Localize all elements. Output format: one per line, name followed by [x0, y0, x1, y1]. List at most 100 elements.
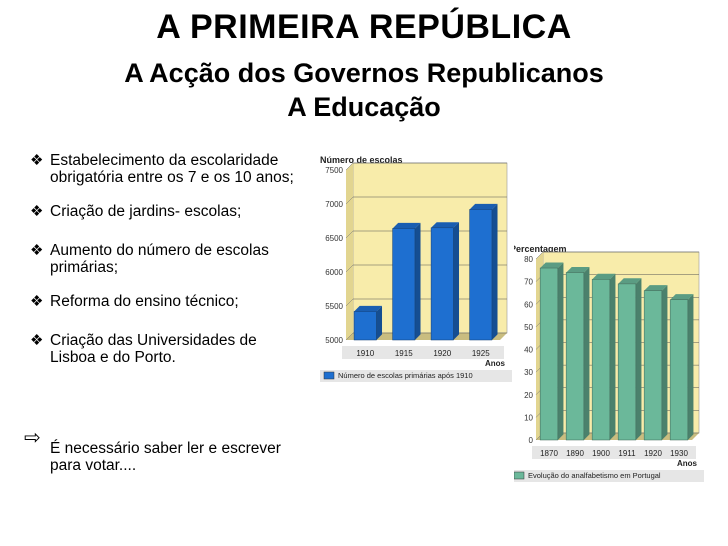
- x-tick-label: 1915: [395, 349, 413, 358]
- bar: [565, 272, 585, 441]
- bullet-list: ❖ Estabelecimento da escolaridade obrigat…: [30, 152, 300, 383]
- bar-side: [687, 294, 694, 440]
- bar-side: [557, 262, 564, 440]
- bullet-item: ❖ Reforma do ensino técnico;: [30, 293, 300, 310]
- x-tick-label: 1920: [433, 349, 451, 358]
- y-tick-label: 30: [524, 368, 533, 377]
- legend-swatch: [323, 371, 335, 380]
- gridline-side: [345, 264, 354, 273]
- plot-side-wall: [346, 163, 353, 340]
- arrow-right-icon: ⇨: [24, 427, 41, 449]
- bar-side: [609, 273, 616, 440]
- bar: [669, 299, 689, 441]
- bar-top: [618, 278, 642, 284]
- x-axis-band: [532, 446, 696, 459]
- gridline-side: [345, 230, 354, 239]
- y-tick-label: 10: [524, 413, 533, 422]
- bar-side: [635, 278, 642, 440]
- bullet-text: Estabelecimento da escolaridade obrigató…: [50, 152, 294, 186]
- bar-side: [414, 222, 421, 340]
- x-tick-label: 1925: [472, 349, 490, 358]
- bullet-item: ❖ Criação das Universidades de Lisboa e d…: [30, 332, 300, 366]
- y-tick-label: 7500: [325, 166, 343, 175]
- y-tick-label: 6000: [325, 268, 343, 277]
- bar-side: [453, 222, 460, 340]
- bullet-text: Reforma do ensino técnico;: [50, 293, 239, 310]
- gridline-side: [345, 162, 354, 171]
- bar-side: [583, 266, 590, 440]
- bullet-item: ❖ Estabelecimento da escolaridade obrigat…: [30, 152, 300, 186]
- gridline-side: [345, 196, 354, 205]
- bar: [469, 209, 493, 341]
- note-text: É necessário saber ler e escrever para v…: [50, 440, 281, 474]
- bar: [392, 228, 416, 341]
- x-tick-label: 1870: [540, 449, 558, 458]
- x-axis-label: Anos: [485, 359, 506, 368]
- x-axis-band: [342, 346, 504, 359]
- gridline-side: [535, 251, 544, 260]
- y-tick-label: 40: [524, 346, 533, 355]
- x-tick-label: 1890: [566, 449, 584, 458]
- bar-top: [392, 222, 421, 229]
- slide-topic: A Educação: [287, 92, 441, 122]
- legend-box: [514, 470, 704, 482]
- diamond-bullet-icon: ❖: [30, 332, 44, 349]
- x-tick-label: 1930: [670, 449, 688, 458]
- bar-top: [566, 266, 590, 273]
- plot-floor: [346, 333, 507, 340]
- bar: [591, 279, 611, 441]
- y-tick-label: 50: [524, 323, 533, 332]
- bullet-text: Criação de jardins- escolas;: [50, 203, 242, 220]
- gridline-side: [345, 298, 354, 307]
- legend-swatch: [514, 471, 525, 480]
- bar-top: [431, 222, 460, 228]
- bar: [353, 311, 377, 341]
- x-tick-label: 1910: [356, 349, 374, 358]
- bullet-text: Aumento do número de escolas primárias;: [50, 242, 269, 276]
- bullet-item: ❖ Criação de jardins- escolas;: [30, 203, 300, 220]
- y-tick-label: 70: [524, 278, 533, 287]
- legend-label: Evolução do analfabetismo em Portugal: [528, 471, 661, 480]
- x-tick-label: 1911: [618, 449, 636, 458]
- bullet-item: ❖ Aumento do número de escolas primárias;: [30, 242, 300, 276]
- bar-top: [644, 285, 668, 291]
- y-tick-label: 6500: [325, 234, 343, 243]
- y-axis-label: Percentagem: [514, 244, 567, 254]
- diamond-bullet-icon: ❖: [30, 152, 44, 169]
- bar-side: [661, 285, 668, 440]
- legend-box: [320, 370, 512, 382]
- y-axis-label: Número de escolas: [320, 155, 403, 165]
- gridline-side: [345, 332, 354, 341]
- y-tick-label: 7000: [325, 200, 343, 209]
- bar: [643, 290, 663, 441]
- bar-side: [376, 305, 383, 340]
- legend-label: Número de escolas primárias após 1910: [338, 371, 473, 380]
- bar: [617, 283, 637, 441]
- y-tick-label: 80: [524, 255, 533, 264]
- illiteracy-bar-chart: Percentagem 0 10 20 30 40 50 60 70 80 1870 1890 1900…: [514, 244, 704, 482]
- diamond-bullet-icon: ❖: [30, 242, 44, 259]
- voting-note: ⇨ É necessário saber ler e escrever para…: [24, 427, 294, 474]
- y-tick-label: 5000: [325, 336, 343, 345]
- bar: [539, 267, 559, 441]
- y-tick-label: 5500: [325, 302, 343, 311]
- y-tick-label: 0: [529, 436, 534, 445]
- x-axis-label: Anos: [677, 459, 698, 468]
- bar-top: [670, 294, 694, 300]
- y-tick-label: 20: [524, 391, 533, 400]
- bar-top: [354, 305, 383, 312]
- slide-title: A PRIMEIRA REPÚBLICA: [156, 8, 572, 46]
- bar-top: [540, 262, 564, 269]
- bullet-text: Criação das Universidades de Lisboa e do…: [50, 332, 257, 366]
- diamond-bullet-icon: ❖: [30, 293, 44, 310]
- bar-top: [469, 203, 498, 210]
- diamond-bullet-icon: ❖: [30, 203, 44, 220]
- x-tick-label: 1900: [592, 449, 610, 458]
- bar-top: [592, 273, 616, 280]
- y-tick-label: 60: [524, 300, 533, 309]
- slide-subtitle: A Acção dos Governos Republicanos: [124, 58, 604, 88]
- bar-side: [491, 203, 498, 340]
- bar: [430, 227, 454, 341]
- x-tick-label: 1920: [644, 449, 662, 458]
- schools-bar-chart: Número de escolas 5000 5500 6000 6500 7000 750…: [320, 155, 512, 382]
